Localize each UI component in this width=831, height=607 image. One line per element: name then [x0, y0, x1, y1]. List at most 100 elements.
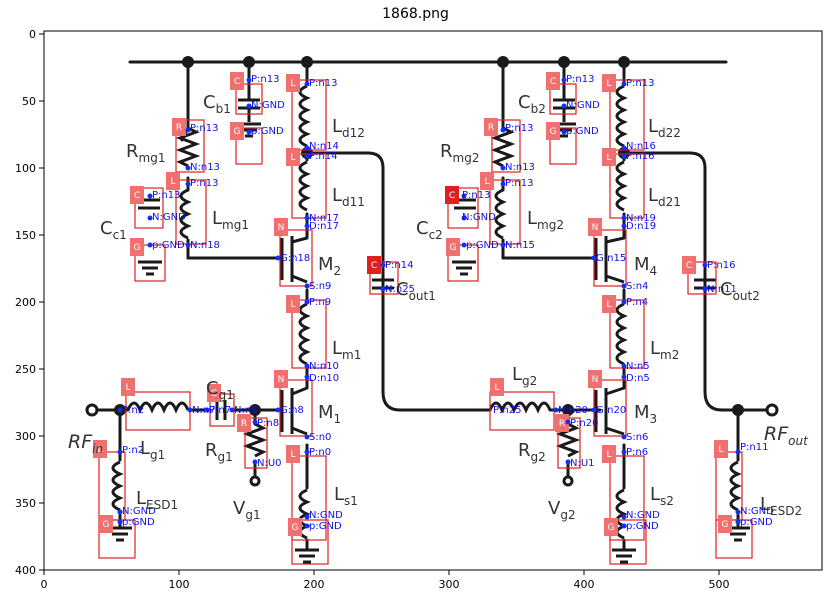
badge-text: L — [484, 177, 489, 187]
pin-label: N:GND — [152, 212, 186, 223]
badge-text: L — [606, 300, 611, 310]
figure-title: 1868.png — [382, 6, 449, 22]
component-labels: Cb1 Ld12 Rmg1 Ld11 Cc1 Lmg1 M2 Lm1 Cg1 M… — [68, 92, 809, 522]
badge-text: N — [278, 223, 285, 233]
component-label: Rg1 — [205, 440, 233, 464]
badge-text: N — [592, 375, 599, 385]
component-label: LESD1 — [136, 488, 178, 512]
pin-label: P:n4 — [626, 297, 648, 308]
badge-text: L — [170, 177, 175, 187]
pin-label: N:GND — [566, 100, 600, 111]
badge-text: C — [449, 191, 455, 201]
pin-label: N:n5 — [626, 361, 650, 372]
badge-text: G — [608, 523, 615, 533]
component-label: Ld22 — [648, 116, 681, 140]
pin-label: S:n4 — [626, 281, 648, 292]
pin-label: P:n0 — [309, 447, 331, 458]
badge-text: G — [722, 520, 729, 530]
y-tick-label: 300 — [15, 430, 36, 443]
resistors — [175, 126, 581, 458]
badge-text: R — [488, 123, 494, 133]
component-label: Cout2 — [720, 279, 760, 303]
badge-text: G — [134, 243, 141, 253]
pin-label: P:n13 — [251, 74, 279, 85]
pin-markers — [117, 77, 741, 529]
pin-label: P:n7 — [209, 405, 231, 416]
badge-text: L — [290, 153, 295, 163]
component-label: RFin — [68, 431, 103, 456]
component-label: Lmg1 — [212, 208, 249, 232]
x-tick-label: 400 — [574, 578, 595, 591]
pin-label: N:GND — [740, 506, 774, 517]
pin-label: G:n18 — [280, 253, 310, 264]
component-label: Lg2 — [512, 364, 537, 388]
component-label: Cc2 — [416, 218, 443, 242]
badge-text: C — [234, 77, 240, 87]
pin-label: P:n20 — [570, 418, 598, 429]
pin-label: p:GND — [122, 517, 155, 528]
badge-text: L — [494, 383, 499, 393]
pin-label: N:n7 — [192, 405, 216, 416]
junctions — [114, 56, 744, 416]
pin-label: N:n11 — [707, 284, 737, 295]
pin-label: P:n13 — [626, 78, 654, 89]
pin-label: D:n17 — [309, 221, 339, 232]
badge-text: G — [292, 523, 299, 533]
y-tick-label: 400 — [15, 564, 36, 577]
y-axis: 0 50 100 150 200 250 300 350 400 — [15, 28, 44, 577]
x-tick-label: 0 — [41, 578, 48, 591]
component-label: Vg2 — [548, 498, 576, 522]
pin-label: P:n13 — [505, 123, 533, 134]
x-tick-label: 200 — [304, 578, 325, 591]
type-badges: C G L R L C L G N C L N L C R L G L G C … — [93, 72, 732, 536]
component-label: Cc1 — [100, 218, 127, 242]
component-label: Ld21 — [648, 185, 681, 209]
pin-label: P:n14 — [309, 151, 337, 162]
pin-label: P:n2 — [122, 445, 144, 456]
pin-label: N:GND — [251, 100, 285, 111]
component-label: Ls1 — [334, 484, 358, 508]
component-label: Cout1 — [396, 279, 436, 303]
pin-label: p:GND — [466, 240, 499, 251]
pin-label: P:n9 — [309, 297, 331, 308]
y-tick-label: 250 — [15, 363, 36, 376]
badge-text: N — [592, 223, 599, 233]
component-label: M4 — [634, 254, 657, 278]
badge-text: C — [371, 261, 377, 271]
component-label: Lmg2 — [527, 208, 564, 232]
pin-label: S:n0 — [309, 432, 331, 443]
pin-label: G:n15 — [596, 253, 626, 264]
pin-label: P:n6 — [626, 447, 648, 458]
pin-label: P:n16 — [707, 260, 735, 271]
component-label: Ld11 — [332, 185, 365, 209]
capacitors — [138, 98, 716, 420]
badge-text: G — [450, 243, 457, 253]
pin-label: P:n13 — [309, 78, 337, 89]
pin-label: p:GND — [740, 517, 773, 528]
x-tick-label: 100 — [169, 578, 190, 591]
pin-label: D:n19 — [626, 221, 656, 232]
y-tick-label: 350 — [15, 497, 36, 510]
badge-text: L — [606, 79, 611, 89]
pin-labels: P:n13 N:GND p:GND P:n13 N:n14 P:n13 N:n1… — [122, 74, 774, 532]
pin-label: N:n16 — [626, 141, 656, 152]
pin-label: G:n20 — [596, 405, 626, 416]
badge-text: L — [290, 450, 295, 460]
pin-label: N:n25 — [385, 284, 415, 295]
component-label: LESD2 — [760, 494, 802, 518]
pin-label: P:n25 — [493, 405, 521, 416]
terminals — [85, 403, 779, 487]
pin-label: N:U0 — [257, 458, 282, 469]
badge-text: C — [550, 77, 556, 87]
badge-text: G — [550, 127, 557, 137]
component-label: M1 — [318, 402, 341, 426]
pin-label: P:n2 — [122, 405, 144, 416]
pin-label: S:n9 — [309, 281, 331, 292]
badge-text: G — [103, 520, 110, 530]
pin-label: p:GND — [566, 126, 599, 137]
x-tick-label: 300 — [439, 578, 460, 591]
pin-label: G:n8 — [280, 405, 304, 416]
component-label: RFout — [764, 423, 809, 448]
pin-label: P:n16 — [626, 151, 654, 162]
